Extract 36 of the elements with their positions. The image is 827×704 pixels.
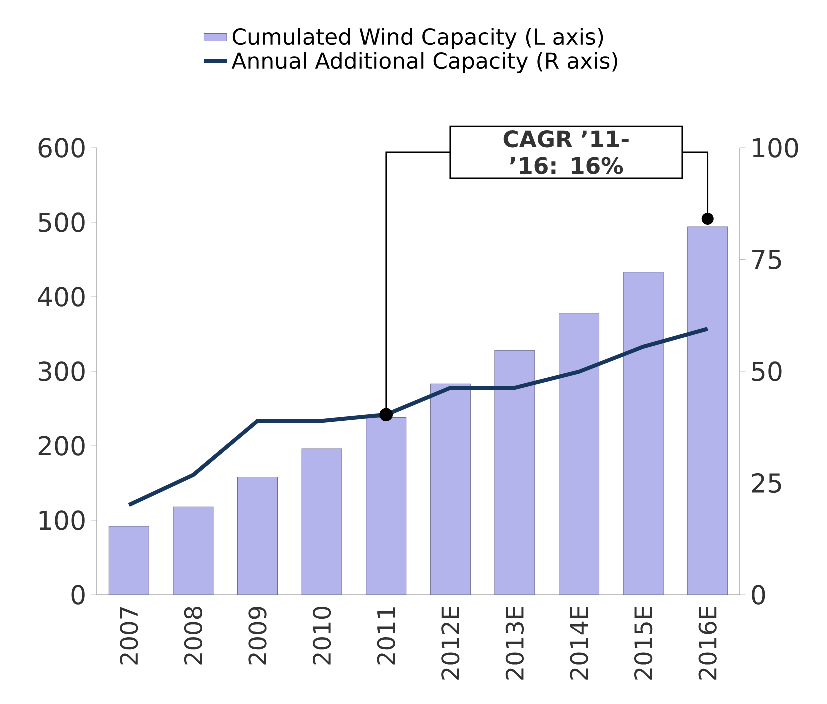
x-tick-label: 2013E (506, 606, 524, 680)
y-tick-label: 500 (38, 212, 85, 232)
bar (366, 417, 407, 596)
y-tick-label: 100 (40, 510, 85, 530)
bar (173, 506, 214, 596)
legend-label: Annual Additional Capacity (R axis) (232, 52, 618, 74)
x-tick-label: 2016E (698, 606, 717, 680)
y2-tick-label: 50 (752, 362, 782, 382)
y2-tick-label: 0 (752, 585, 766, 605)
x-tick-label: 2010 (312, 607, 332, 665)
x-tick-label: 2014E (570, 606, 588, 680)
y2-tick-label: 100 (753, 138, 798, 158)
x-tick-label: 2012E (442, 606, 460, 680)
line-series (127, 327, 710, 508)
y-tick-label: 300 (38, 362, 85, 382)
legend-label: Cumulated Wind Capacity (L axis) (232, 28, 604, 50)
bar (302, 448, 342, 596)
x-tick-label: 2008 (184, 607, 203, 665)
bar (494, 350, 536, 596)
y2-tick-label: 75 (752, 250, 782, 270)
bar (558, 313, 600, 596)
x-tick-label: 2007 (120, 607, 138, 665)
y-tick-label: 600 (38, 138, 85, 158)
bar (430, 384, 471, 596)
x-tick-label: 2011 (377, 608, 396, 665)
bar (237, 477, 278, 596)
y-tick-label: 0 (72, 585, 85, 605)
y-tick-label: 400 (38, 287, 85, 307)
bar (108, 526, 150, 596)
y2-tick-label: 25 (752, 473, 782, 494)
bar (688, 226, 728, 596)
annotation: CAGR ’11-’16: 16% (504, 130, 629, 174)
bar (623, 272, 664, 596)
x-tick-label: 2015E (634, 606, 653, 680)
y-tick-label: 200 (38, 436, 85, 456)
x-tick-label: 2009 (248, 607, 267, 665)
